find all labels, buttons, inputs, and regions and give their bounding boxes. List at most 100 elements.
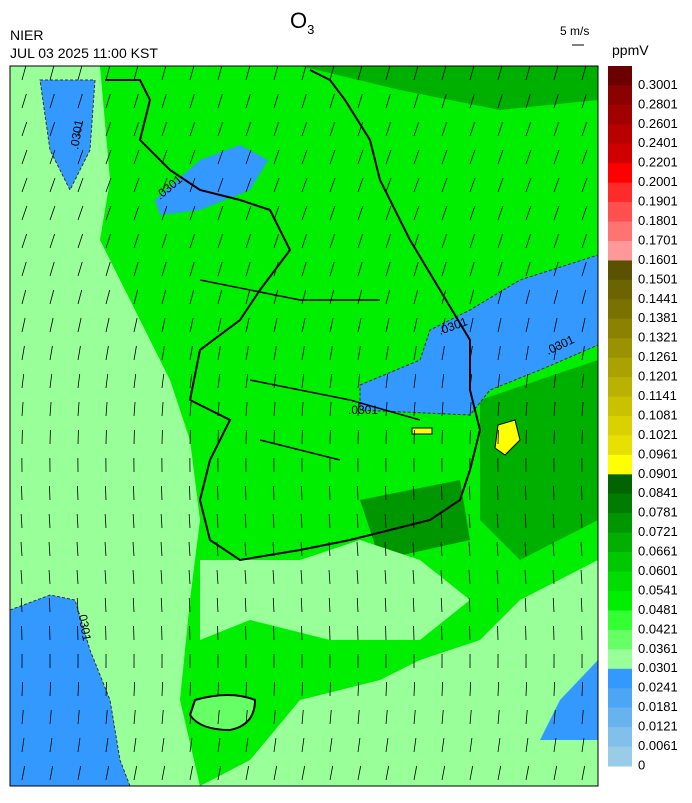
- wind-arrow: [21, 486, 22, 500]
- map-area: .0301 .0301 .0301 .0301 .0301 .0301: [10, 66, 598, 786]
- wind-arrow: [329, 486, 330, 500]
- colorbar-label: 0.0241: [638, 680, 678, 695]
- colorbar-swatch: [608, 747, 632, 767]
- colorbar-swatch: [608, 144, 632, 164]
- colorbar-swatch: [608, 416, 632, 436]
- wind-arrow: [525, 486, 526, 500]
- colorbar-swatch: [608, 260, 632, 280]
- colorbar-swatch: [608, 727, 632, 747]
- colorbar-swatch: [608, 688, 632, 708]
- wind-arrow: [105, 486, 106, 500]
- wind-arrow: [357, 486, 358, 500]
- colorbar-label: 0.1021: [638, 427, 678, 442]
- colorbar-label: 0.1081: [638, 407, 678, 422]
- wind-arrow: [553, 486, 554, 500]
- colorbar-swatch: [608, 124, 632, 144]
- colorbar-label: 0: [638, 757, 645, 772]
- colorbar: 0.3001 0.2801 0.2601 0.2401 0.2201 0.2001 0.19…: [608, 66, 678, 772]
- wind-arrow: [245, 486, 246, 500]
- colorbar-swatch: [608, 163, 632, 183]
- colorbar-label: 0.2201: [638, 155, 678, 170]
- colorbar-label: 0.0601: [638, 563, 678, 578]
- colorbar-swatch: [608, 610, 632, 630]
- unit: ppmV: [612, 42, 649, 58]
- colorbar-swatch: [608, 202, 632, 222]
- wind-arrow: [77, 486, 78, 500]
- colorbar-label: 0.1381: [638, 310, 678, 325]
- colorbar-label: 0.1321: [638, 330, 678, 345]
- colorbar-label: 0.0481: [638, 602, 678, 617]
- colorbar-label: 0.0421: [638, 621, 678, 636]
- colorbar-label: 0.2401: [638, 135, 678, 150]
- colorbar-swatch: [608, 338, 632, 358]
- colorbar-swatch: [608, 241, 632, 261]
- colorbar-label: 0.1141: [638, 388, 677, 403]
- colorbar-label: 0.1701: [638, 232, 678, 247]
- colorbar-swatch: [608, 474, 632, 494]
- title: O3: [290, 8, 314, 37]
- colorbar-label: 0.0121: [638, 719, 678, 734]
- colorbar-label: 0.0961: [638, 446, 678, 461]
- wind-arrow: [385, 486, 386, 500]
- wind-arrow: [273, 486, 274, 500]
- colorbar-swatch: [608, 222, 632, 242]
- colorbar-swatch: [608, 299, 632, 319]
- colorbar-label: 0.0721: [638, 524, 678, 539]
- colorbar-swatch: [608, 358, 632, 378]
- wind-scale: 5 m/s: [560, 24, 589, 38]
- colorbar-label: 0.0181: [638, 699, 678, 714]
- high-ozone-area: [412, 428, 432, 434]
- colorbar-label: 0.0661: [638, 544, 678, 559]
- colorbar-swatch: [608, 572, 632, 592]
- colorbar-swatch: [608, 591, 632, 611]
- colorbar-swatch: [608, 494, 632, 514]
- wind-arrow: [161, 486, 162, 500]
- wind-arrow: [581, 486, 582, 500]
- wind-arrow: [413, 486, 414, 500]
- contour-label: .0301: [348, 403, 378, 417]
- colorbar-label: 0.0361: [638, 641, 678, 656]
- colorbar-label: 0.1441: [638, 291, 678, 306]
- colorbar-swatch: [608, 105, 632, 125]
- wind-arrow: [441, 486, 442, 500]
- colorbar-label: 0.1801: [638, 213, 678, 228]
- colorbar-swatch: [608, 280, 632, 300]
- colorbar-label: 0.0901: [638, 466, 678, 481]
- colorbar-label: 0.2001: [638, 174, 678, 189]
- colorbar-swatch: [608, 377, 632, 397]
- colorbar-label: 0.0541: [638, 582, 678, 597]
- colorbar-label: 0.0781: [638, 505, 678, 520]
- colorbar-label: 0.1901: [638, 194, 678, 209]
- colorbar-swatch: [608, 552, 632, 572]
- colorbar-swatch: [608, 85, 632, 105]
- agency: NIER: [10, 27, 43, 43]
- colorbar-swatch: [608, 669, 632, 689]
- colorbar-label: 0.3001: [638, 77, 678, 92]
- wind-arrow: [497, 486, 498, 500]
- colorbar-label: 0.1201: [638, 369, 678, 384]
- colorbar-swatch: [608, 435, 632, 455]
- colorbar-swatch: [608, 708, 632, 728]
- colorbar-swatch: [608, 397, 632, 417]
- colorbar-label: 0.1501: [638, 271, 678, 286]
- colorbar-swatch: [608, 630, 632, 650]
- colorbar-swatch: [608, 533, 632, 553]
- colorbar-swatch: [608, 649, 632, 669]
- wind-arrow: [49, 486, 50, 500]
- colorbar-swatch: [608, 319, 632, 339]
- wind-arrow: [217, 486, 218, 500]
- colorbar-label: 0.2601: [638, 116, 678, 131]
- colorbar-swatch: [608, 183, 632, 203]
- wind-arrow: [133, 486, 134, 500]
- colorbar-label: 0.1261: [638, 349, 678, 364]
- wind-arrow: [301, 486, 302, 500]
- colorbar-label: 0.1601: [638, 252, 678, 267]
- colorbar-label: 0.0301: [638, 660, 678, 675]
- datetime: JUL 03 2025 11:00 KST: [10, 45, 158, 61]
- colorbar-label: 0.2801: [638, 96, 678, 111]
- colorbar-label: 0.0061: [638, 738, 678, 753]
- colorbar-swatch: [608, 66, 632, 86]
- wind-arrow: [189, 486, 190, 500]
- colorbar-swatch: [608, 455, 632, 475]
